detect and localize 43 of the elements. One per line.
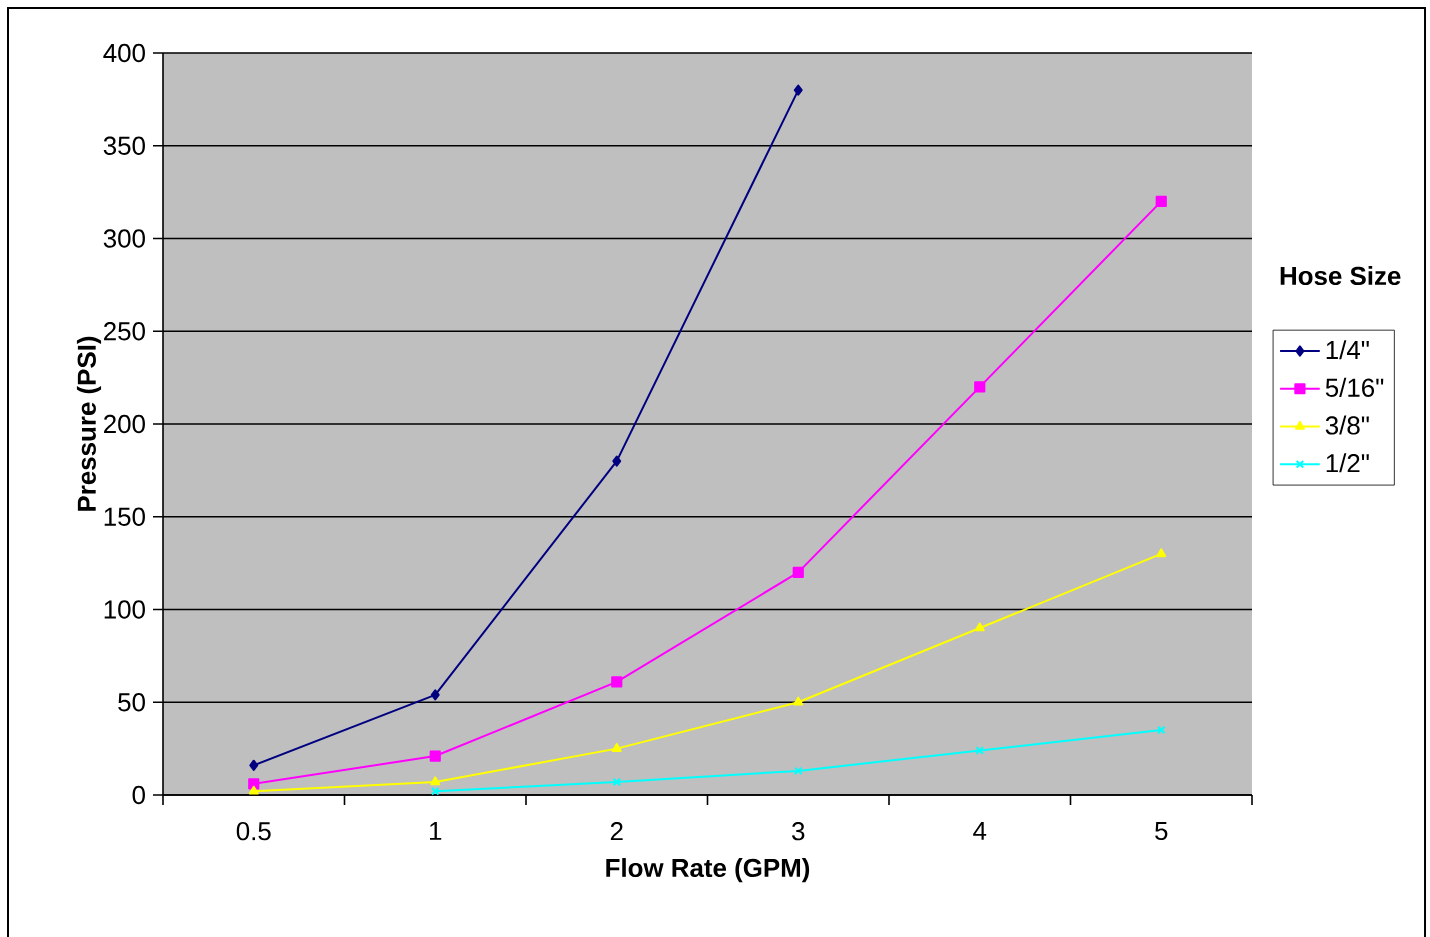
- point: [611, 676, 623, 688]
- point: [974, 381, 986, 393]
- point: [794, 766, 803, 776]
- y-tick-label: 300: [103, 229, 145, 248]
- legend-label: 1/4": [1326, 340, 1369, 360]
- y-tick-label: 0: [132, 785, 145, 805]
- y-tick-label: 350: [103, 136, 145, 155]
- point: [431, 787, 440, 796]
- legend-label: 3/8": [1325, 415, 1369, 435]
- y-tick-label: 150: [104, 507, 145, 526]
- point: [793, 696, 804, 706]
- x-tick-label: 2: [610, 822, 623, 841]
- y-tick-label: 100: [104, 600, 145, 619]
- y-tick-label: 200: [104, 414, 145, 434]
- point: [1156, 548, 1167, 558]
- point: [248, 778, 260, 790]
- point: [974, 622, 985, 632]
- y-tick-label: 50: [118, 693, 145, 712]
- point: [1157, 725, 1166, 735]
- point: [1155, 195, 1167, 207]
- x-tick-label: 0.5: [236, 822, 271, 841]
- x-axis-title: Flow Rate (GPM): [606, 858, 810, 883]
- point: [430, 689, 440, 701]
- y-axis-title: Pressure (PSI): [76, 336, 102, 511]
- point: [430, 776, 441, 786]
- point: [611, 743, 622, 752]
- x-tick-label: 4: [973, 822, 987, 840]
- point: [793, 84, 803, 96]
- x-tick-label: 5: [1155, 822, 1168, 841]
- legend-label: 5/16": [1325, 377, 1384, 397]
- x-tick-label: 1: [430, 822, 442, 840]
- x-tick-label: 3: [792, 822, 805, 841]
- point: [429, 750, 441, 762]
- point: [248, 785, 259, 795]
- y-tick-label: 400: [103, 43, 145, 63]
- point: [975, 746, 984, 755]
- legend-label: 1/2": [1326, 453, 1369, 473]
- point: [612, 455, 622, 467]
- point: [249, 759, 259, 771]
- y-tick-label: 250: [104, 322, 145, 341]
- point: [792, 566, 804, 578]
- point: [612, 777, 621, 787]
- legend-title: Hose Size: [1280, 266, 1401, 286]
